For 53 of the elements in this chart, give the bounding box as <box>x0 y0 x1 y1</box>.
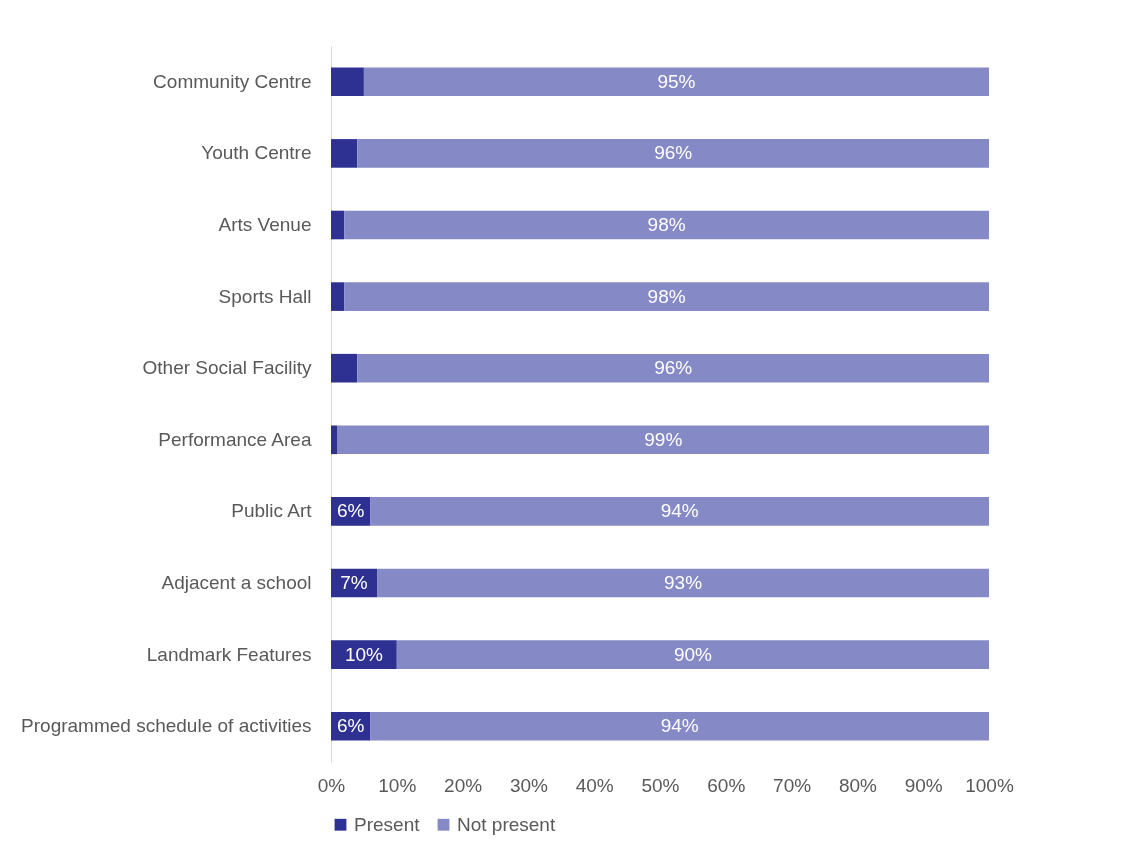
x-tick-label: 20% <box>444 774 483 796</box>
bar <box>377 568 989 598</box>
y-tick-label: Programmed schedule of activities <box>21 715 312 737</box>
y-tick-label: Landmark Features <box>146 643 312 665</box>
y-tick-label: Adjacent a school <box>161 572 312 593</box>
bar <box>331 139 358 168</box>
bar <box>331 425 338 455</box>
bar <box>331 67 364 97</box>
y-tick-label: Public Art <box>231 500 313 522</box>
data-label: 96% <box>654 142 693 164</box>
x-tick-label: 0% <box>317 774 346 796</box>
y-tick-label: Community Centre <box>153 70 312 92</box>
data-label: 93% <box>664 572 703 593</box>
legend-label: Present <box>354 813 421 835</box>
data-label: 6% <box>337 500 365 522</box>
bar <box>370 497 989 526</box>
x-tick-label: 60% <box>707 774 746 796</box>
y-tick-label: Youth Centre <box>201 142 312 164</box>
y-tick-label: Sports Hall <box>218 285 312 307</box>
y-tick-label: Arts Venue <box>218 214 312 235</box>
x-tick-label: 90% <box>904 774 943 796</box>
x-tick-label: 40% <box>575 774 614 796</box>
x-tick-label: 10% <box>378 774 417 796</box>
bar <box>357 139 989 168</box>
legend-label: Not present <box>457 813 556 835</box>
y-tick-label: Performance Area <box>158 428 312 450</box>
bar <box>344 282 989 311</box>
bar <box>396 640 989 669</box>
data-label: 95% <box>657 70 696 92</box>
x-tick-label: 80% <box>838 774 878 796</box>
data-label: 98% <box>647 285 686 307</box>
bar <box>363 67 989 97</box>
x-tick-label: 50% <box>641 774 680 796</box>
y-tick-label: Other Social Facility <box>142 357 312 379</box>
x-tick-label: 70% <box>773 774 812 796</box>
data-label: 96% <box>654 357 693 379</box>
bar <box>331 353 358 383</box>
bar <box>331 210 345 240</box>
x-tick-label: 100% <box>965 774 1014 796</box>
bar <box>337 425 989 455</box>
bar <box>331 282 345 311</box>
data-label: 98% <box>647 214 686 235</box>
bar <box>357 353 989 383</box>
data-label: 6% <box>337 715 365 737</box>
data-label: 7% <box>340 572 368 593</box>
bar <box>344 210 989 240</box>
data-label: 94% <box>660 500 699 522</box>
data-label: 99% <box>644 428 683 450</box>
data-label: 90% <box>673 643 713 665</box>
bar <box>370 711 989 741</box>
x-tick-label: 30% <box>509 774 549 796</box>
data-label: 10% <box>344 643 384 665</box>
data-label: 94% <box>660 715 699 737</box>
